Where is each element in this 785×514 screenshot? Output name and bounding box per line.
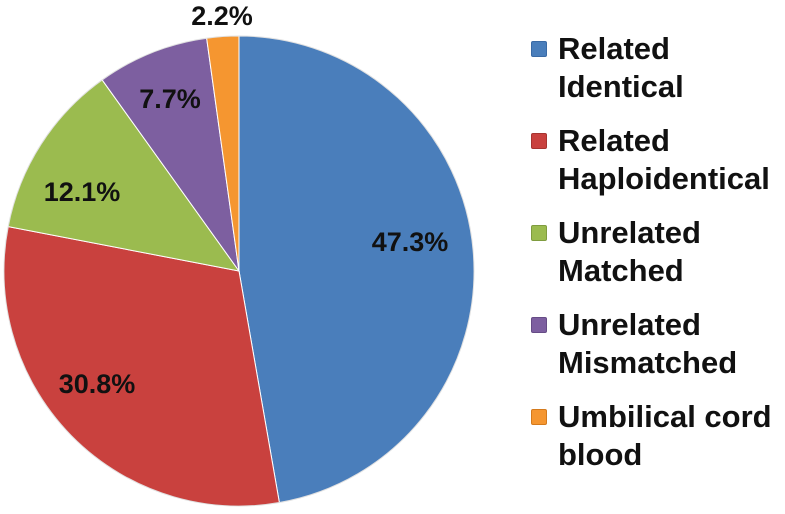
legend-item-umbilical-cord-blood: Umbilical cord blood <box>531 398 781 484</box>
legend-swatch-unrelated-mismatched <box>531 317 547 333</box>
legend: Related Identical Related Haploidentical… <box>531 30 781 490</box>
data-label-unrelated-mismatched: 7.7% <box>139 84 201 114</box>
pie-slice-unrelated-mismatched <box>101 37 240 272</box>
data-label-umbilical-cord-blood: 2.2% <box>191 1 253 31</box>
legend-label-unrelated-matched: Unrelated Matched <box>558 215 701 288</box>
data-label-unrelated-matched: 12.1% <box>44 177 121 207</box>
pie-slice-umbilical-cord-blood <box>206 35 240 272</box>
pie-slice-related-identical <box>238 35 475 504</box>
legend-item-related-haploidentical: Related Haploidentical <box>531 122 781 208</box>
legend-label-umbilical-cord-blood: Umbilical cord blood <box>558 399 772 472</box>
legend-label-related-haploidentical: Related Haploidentical <box>558 123 770 196</box>
legend-item-related-identical: Related Identical <box>531 30 781 116</box>
legend-label-unrelated-mismatched: Unrelated Mismatched <box>558 307 738 380</box>
pie-slice-related-haploidentical <box>3 226 280 507</box>
legend-item-unrelated-mismatched: Unrelated Mismatched <box>531 306 781 392</box>
pie-slice-unrelated-matched <box>7 79 241 272</box>
legend-item-unrelated-matched: Unrelated Matched <box>531 214 781 300</box>
pie-outline <box>3 35 475 507</box>
legend-swatch-unrelated-matched <box>531 225 547 241</box>
legend-swatch-related-haploidentical <box>531 133 547 149</box>
legend-label-related-identical: Related Identical <box>558 31 684 104</box>
legend-swatch-umbilical-cord-blood <box>531 409 547 425</box>
legend-swatch-related-identical <box>531 41 547 57</box>
data-label-related-haploidentical: 30.8% <box>59 369 136 399</box>
data-label-related-identical: 47.3% <box>372 227 449 257</box>
